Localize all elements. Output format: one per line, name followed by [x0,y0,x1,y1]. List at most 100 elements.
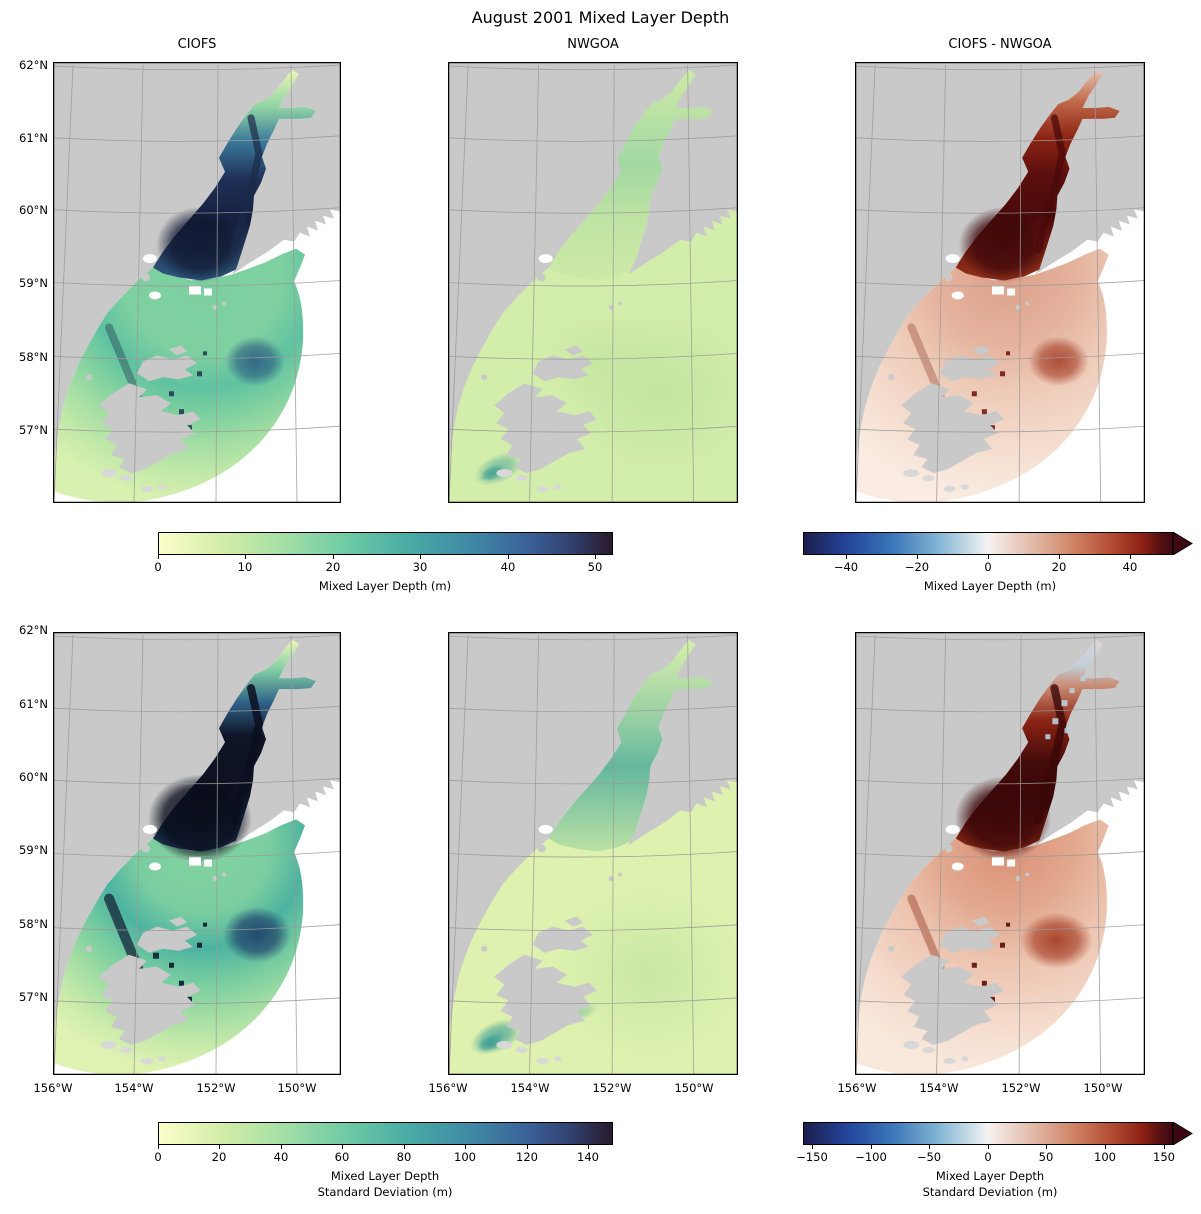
colorbar-tickmark [219,1145,220,1149]
lake [538,254,553,264]
colorbar-label-std-diff-line1: Mixed Layer Depth [935,1169,1045,1183]
lon-label: 154°W [919,1081,959,1095]
colorbar-tick: 60 [334,1150,350,1164]
colorbar-tickmark [158,1145,159,1149]
colorbar-tickmark [917,555,918,559]
negative-cells [1045,676,1086,740]
colorbar-tickmark [158,555,159,559]
colorbar-tick: 100 [1094,1150,1116,1164]
colorbar-tickmark [281,1145,282,1149]
lat-label: 59°N [19,843,48,857]
map-data-layer [54,69,316,503]
lat-label: 61°N [19,131,48,145]
lon-label: 150°W [1083,1081,1123,1095]
colorbar-tick: 20 [211,1150,227,1164]
panel-title-ciofs: CIOFS [177,37,217,52]
lake [143,824,157,834]
lat-label: 58°N [19,917,48,931]
colorbar-tickmark [595,555,596,559]
colorbar-mld [158,532,613,555]
lon-label: 156°W [428,1081,468,1095]
colorbar-label-std-line2: Standard Deviation (m) [317,1185,453,1199]
colorbar-tick: 150 [1153,1150,1175,1164]
lon-label: 156°W [33,1081,73,1095]
lat-label: 62°N [19,623,48,637]
map-data-layer [856,640,1120,1075]
colorbar-tick: 30 [412,560,428,574]
lon-label: 152°W [1001,1081,1041,1095]
colorbar-tick: −150 [796,1150,828,1164]
colorbar-tickmark [1164,1145,1165,1149]
colorbar-label-mld: Mixed Layer Depth (m) [318,579,452,593]
map-diff-std [855,632,1145,1075]
colorbar-tickmark [1130,555,1131,559]
colorbar-tickmark [420,555,421,559]
colorbar-tick: 120 [516,1150,538,1164]
colorbar-tick: 0 [984,560,992,574]
lat-label: 60°N [19,203,48,217]
colorbar-label-mld-diff: Mixed Layer Depth (m) [923,579,1057,593]
colorbar-tick: 50 [1038,1150,1054,1164]
map-nwgoa-mld [448,62,738,503]
colorbar-tick: 100 [454,1150,476,1164]
colorbar-tick: 20 [1051,560,1067,574]
colorbar-tick: 0 [984,1150,992,1164]
colorbar-tickmark [588,1145,589,1149]
colorbar-tick: 40 [500,560,516,574]
lake [945,824,960,834]
colorbar-tickmark [1105,1145,1106,1149]
colorbar-tick: 10 [237,560,253,574]
lon-label: 152°W [196,1081,236,1095]
lat-label: 61°N [19,697,48,711]
map-border [855,62,1145,503]
map-border [448,62,738,503]
colorbar-tickmark [1059,555,1060,559]
map-data-layer [54,640,316,1075]
map-nwgoa-std [448,632,738,1075]
colorbar-tick: 80 [396,1150,412,1164]
colorbar-tickmark [929,1145,930,1149]
colorbar-tickmark [812,1145,813,1149]
colorbar-tick: 40 [1122,560,1138,574]
colorbar-tickmark [846,555,847,559]
colorbar-tick: 40 [273,1150,289,1164]
map-ciofs-mld [53,62,341,503]
colorbar-tickmark [342,1145,343,1149]
lake [538,824,553,834]
lake [143,254,157,264]
map-border [53,632,341,1075]
colorbar-tick: −40 [833,560,859,574]
colorbar-tick: 50 [587,560,603,574]
map-border [53,62,341,503]
lon-label: 156°W [837,1081,877,1095]
colorbar-std-diff [803,1122,1173,1145]
colorbar-tickmark [245,555,246,559]
colorbar-tick: −20 [904,560,930,574]
map-border [448,632,738,1075]
colorbar-std [158,1122,613,1145]
colorbar-extend-arrow [1173,1122,1193,1145]
lat-label: 59°N [19,276,48,290]
colorbar-tick: −100 [855,1150,887,1164]
colorbar-tickmark [988,555,989,559]
lon-label: 150°W [277,1081,317,1095]
colorbar-extend-arrow [1173,532,1193,555]
colorbar-mld-diff [803,532,1173,555]
colorbar-tick: 20 [325,560,341,574]
colorbar-tickmark [333,555,334,559]
lake [945,254,960,264]
colorbar-tick: −50 [916,1150,942,1164]
colorbar-tick: 0 [154,560,162,574]
lon-label: 152°W [592,1081,632,1095]
colorbar-tickmark [508,555,509,559]
lat-label: 57°N [19,990,48,1004]
lon-label: 150°W [674,1081,714,1095]
figure-title: August 2001 Mixed Layer Depth [471,8,730,27]
colorbar-tickmark [988,1145,989,1149]
map-diff-mld [855,62,1145,503]
colorbar-label-std-line1: Mixed Layer Depth [330,1169,440,1183]
lat-label: 57°N [19,423,48,437]
map-ciofs-std [53,632,341,1075]
lat-label: 58°N [19,350,48,364]
lat-label: 62°N [19,58,48,72]
